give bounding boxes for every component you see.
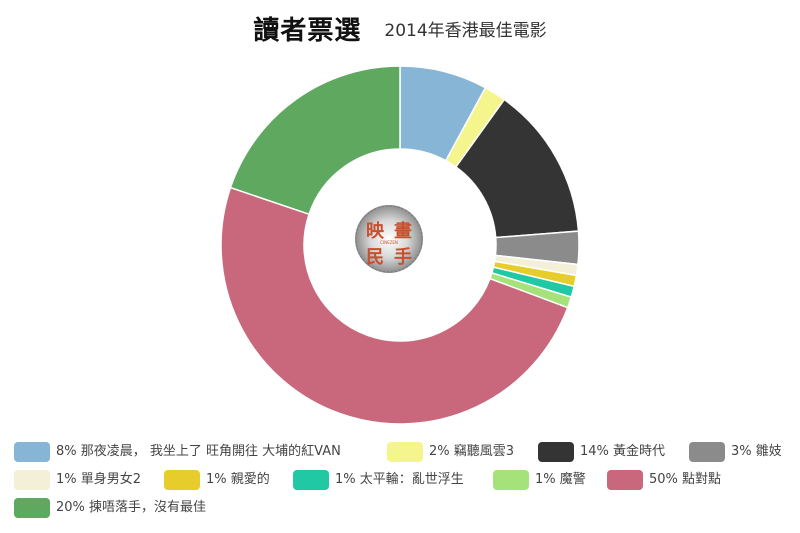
legend-label: 1% 太平輪：亂世浮生 [335, 472, 464, 487]
donut-slice-8[interactable] [220, 186, 569, 425]
legend-item[interactable]: 1% 單身男女2 [14, 469, 141, 491]
logo-glyph-2: 畫 [394, 220, 412, 242]
chart-legend: 8% 那夜凌晨， 我坐上了 旺角開往 大埔的紅VAN 2% 竊聽風雲3 14% … [14, 441, 794, 525]
chart-subtitle: 2014年香港最佳電影 [384, 21, 547, 41]
chart-header: 讀者票選 2014年香港最佳電影 [0, 10, 800, 47]
legend-item[interactable]: 8% 那夜凌晨， 我坐上了 旺角開往 大埔的紅VAN [14, 441, 341, 463]
legend-label: 20% 揀唔落手，沒有最佳 [56, 500, 207, 515]
legend-row: 20% 揀唔落手，沒有最佳 [14, 497, 794, 525]
logo-glyph-1: 映 [366, 220, 385, 242]
legend-swatch [14, 442, 50, 462]
logo-glyph-4: 手 [394, 246, 412, 268]
logo-caption: CINEZEN [380, 240, 398, 245]
legend-swatch [293, 470, 329, 490]
legend-swatch [14, 470, 50, 490]
legend-swatch [689, 442, 725, 462]
legend-swatch [493, 470, 529, 490]
legend-item[interactable]: 2% 竊聽風雲3 [387, 441, 514, 463]
legend-swatch [14, 498, 50, 518]
legend-row: 1% 單身男女2 1% 親愛的 1% 太平輪：亂世浮生 1% 魔警 50% 點對… [14, 469, 794, 497]
legend-item[interactable]: 3% 雛妓 [689, 441, 782, 463]
logo-glyph-3: 民 [366, 247, 384, 268]
legend-label: 8% 那夜凌晨， 我坐上了 旺角開往 大埔的紅VAN [56, 444, 341, 459]
legend-swatch [538, 442, 574, 462]
legend-swatch [387, 442, 423, 462]
legend-swatch [164, 470, 200, 490]
legend-item[interactable]: 1% 魔警 [493, 469, 586, 491]
legend-label: 1% 單身男女2 [56, 472, 142, 487]
donut-slice-9[interactable] [229, 65, 401, 216]
chart-title: 讀者票選 [253, 16, 362, 46]
legend-label: 2% 竊聽風雲3 [429, 444, 515, 459]
legend-swatch [607, 470, 643, 490]
legend-item[interactable]: 1% 太平輪：亂世浮生 [293, 469, 464, 491]
legend-row: 8% 那夜凌晨， 我坐上了 旺角開往 大埔的紅VAN 2% 竊聽風雲3 14% … [14, 441, 794, 469]
legend-label: 3% 雛妓 [731, 444, 782, 459]
cinezen-logo-icon: 映 畫 民 手 CINEZEN [355, 205, 423, 273]
legend-label: 14% 黃金時代 [580, 444, 666, 459]
legend-item[interactable]: 1% 親愛的 [164, 469, 270, 491]
legend-label: 1% 親愛的 [206, 472, 270, 487]
legend-item[interactable]: 50% 點對點 [607, 469, 721, 491]
legend-item[interactable]: 20% 揀唔落手，沒有最佳 [14, 497, 206, 519]
legend-label: 50% 點對點 [649, 472, 722, 487]
donut-chart [220, 65, 580, 425]
legend-label: 1% 魔警 [535, 472, 586, 487]
legend-item[interactable]: 14% 黃金時代 [538, 441, 665, 463]
